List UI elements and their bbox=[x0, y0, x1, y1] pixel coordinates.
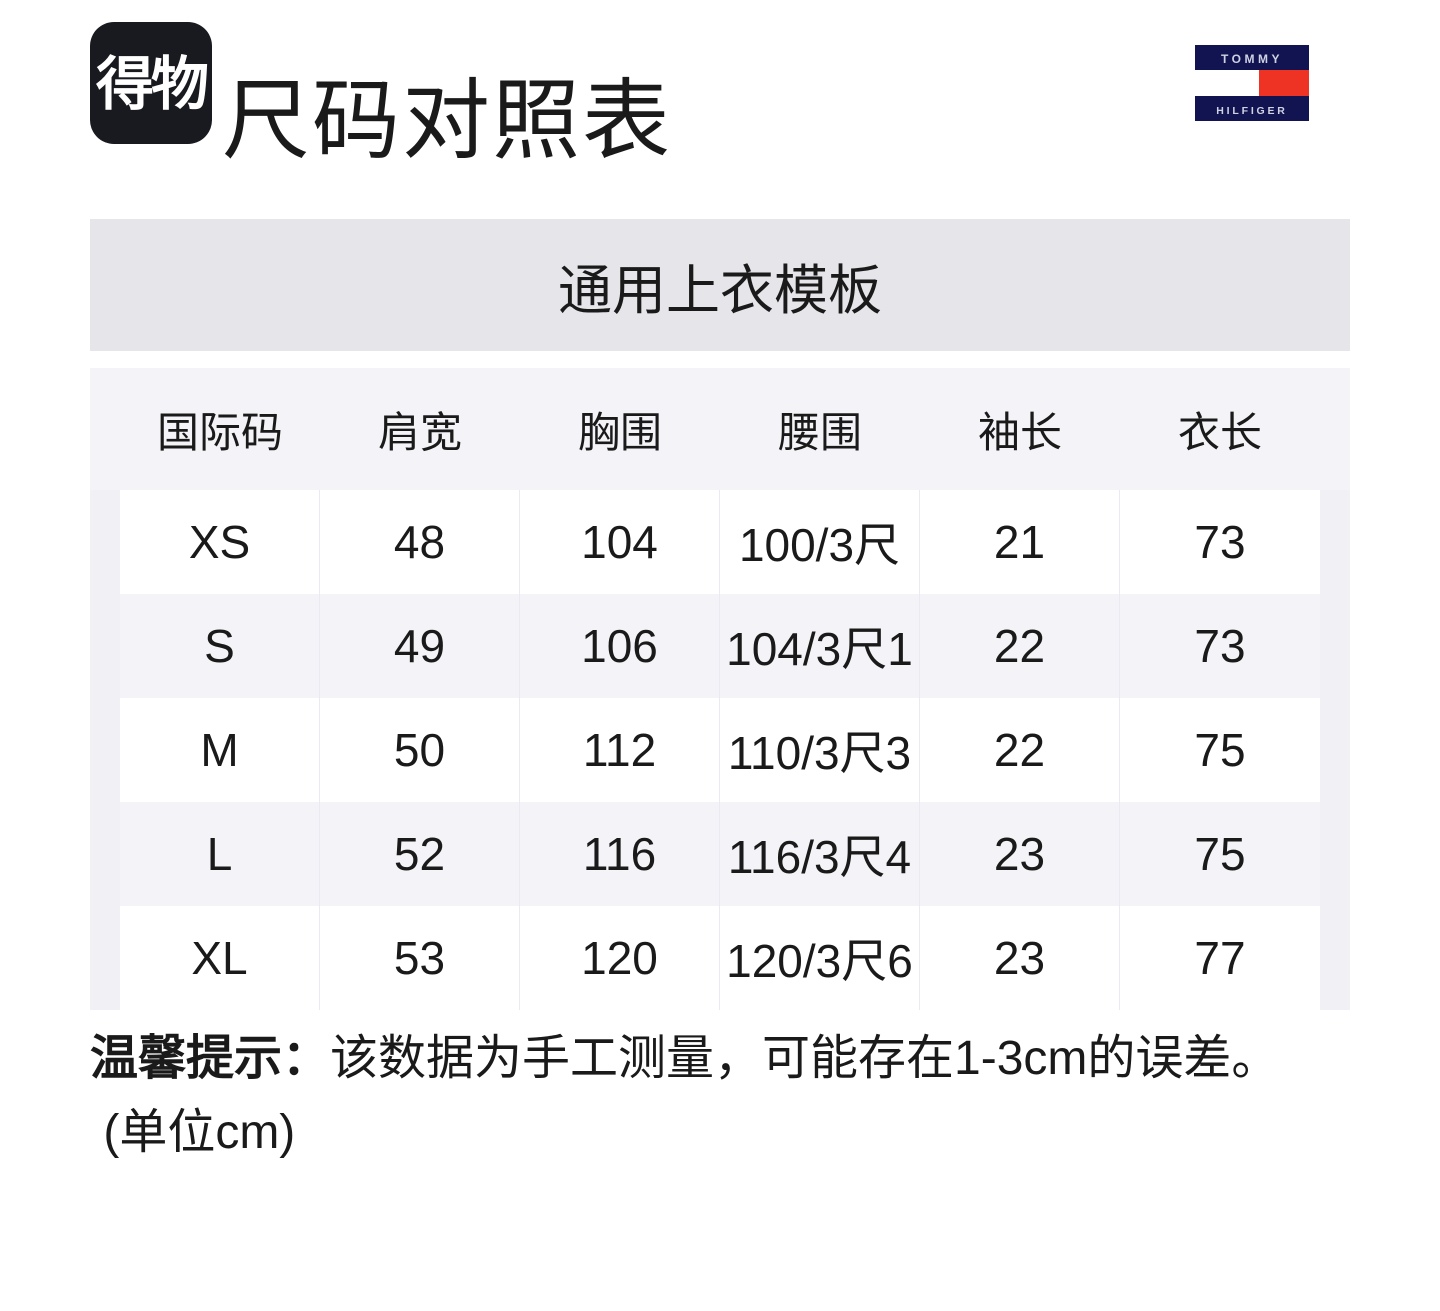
svg-text:HILFIGER: HILFIGER bbox=[1216, 105, 1287, 117]
svg-text:TOMMY: TOMMY bbox=[1221, 52, 1283, 66]
svg-text:得物: 得物 bbox=[96, 52, 208, 117]
